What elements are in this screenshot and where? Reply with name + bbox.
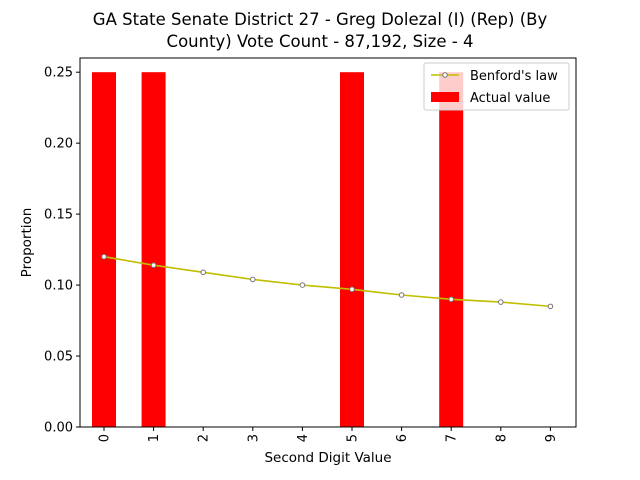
y-axis: 0.00 0.05 0.10 0.15 0.20 0.25 bbox=[44, 66, 80, 436]
x-tick-label: 3 bbox=[246, 434, 261, 442]
y-tick-label: 0.15 bbox=[44, 208, 73, 223]
x-tick-label: 8 bbox=[494, 434, 509, 442]
benford-point-1 bbox=[150, 262, 157, 269]
y-tick-label: 0.05 bbox=[44, 350, 73, 365]
benford-point-6 bbox=[398, 292, 405, 298]
legend-benford-label: Benford's law bbox=[470, 69, 558, 84]
bar-digit-0 bbox=[92, 72, 116, 427]
x-tick-label: 1 bbox=[147, 434, 162, 442]
legend-box bbox=[423, 62, 570, 111]
x-axis: 0 1 2 3 4 5 6 7 8 9 bbox=[98, 427, 559, 442]
x-tick-label: 7 bbox=[445, 434, 460, 442]
bar-digit-1 bbox=[141, 72, 166, 427]
bar-digit-7 bbox=[439, 72, 464, 427]
y-axis-label: Proportion bbox=[19, 208, 35, 278]
benford-point-7 bbox=[448, 296, 455, 303]
benford-point-9 bbox=[547, 303, 554, 310]
bars-layer bbox=[92, 72, 464, 427]
y-tick-label: 0.00 bbox=[44, 421, 73, 436]
y-tick-label: 0.25 bbox=[44, 66, 73, 81]
y-tick-label: 0.10 bbox=[44, 279, 73, 294]
plot-frame bbox=[79, 57, 577, 428]
x-tick-label: 0 bbox=[98, 434, 113, 442]
x-tick-label: 9 bbox=[544, 434, 559, 442]
benford-line-layer bbox=[101, 253, 554, 310]
benford-point-4 bbox=[299, 282, 306, 288]
y-tick-label: 0.20 bbox=[44, 137, 73, 152]
x-tick-label: 4 bbox=[296, 434, 311, 442]
chart-title-line-2: County) Vote Count - 87,192, Size - 4 bbox=[166, 32, 474, 51]
legend: Benford's law Actual value bbox=[423, 62, 570, 111]
bar-digit-5 bbox=[340, 72, 364, 427]
benford-line bbox=[103, 255, 551, 308]
x-tick-label: 5 bbox=[346, 434, 361, 442]
legend-actual-label: Actual value bbox=[470, 91, 550, 106]
legend-actual-swatch bbox=[431, 92, 459, 102]
x-tick-label: 6 bbox=[395, 434, 410, 442]
benford-point-5 bbox=[349, 286, 355, 293]
legend-benford-marker bbox=[442, 72, 448, 78]
benford-point-0 bbox=[101, 253, 107, 260]
x-axis-label: Second Digit Value bbox=[264, 450, 391, 466]
chart-title-line-1: GA State Senate District 27 - Greg Dolez… bbox=[92, 10, 548, 29]
x-tick-label: 2 bbox=[197, 434, 212, 442]
benford-point-3 bbox=[250, 276, 256, 283]
benford-point-8 bbox=[498, 299, 504, 305]
benford-point-2 bbox=[200, 269, 206, 276]
